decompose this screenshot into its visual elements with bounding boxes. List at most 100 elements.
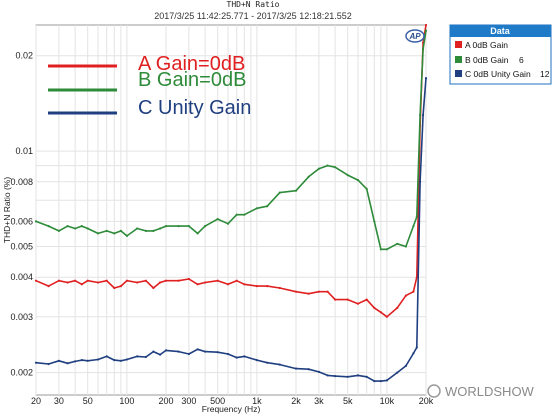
data-point [365,298,368,301]
data-point [80,359,83,362]
data-point [415,215,418,218]
data-point [307,292,310,295]
data-point [216,351,219,354]
data-point [326,164,329,167]
data-point [216,279,219,282]
data-point [255,359,258,362]
data-point [196,232,199,235]
data-point [74,360,77,363]
data-point [356,374,360,377]
data-point [226,352,230,356]
data-point [125,234,128,237]
data-point [235,213,238,216]
data-point [164,349,168,352]
data-point [365,375,368,378]
x-tick-label: 500 [210,396,225,406]
data-point [294,290,298,293]
data-point [113,232,116,235]
ap-logo-text: AP [408,32,421,41]
x-axis-label: Frequency (Hz) [202,404,261,414]
data-point [136,227,139,230]
data-point [113,359,116,362]
data-point [80,283,83,286]
data-point [105,279,108,282]
data-point [422,113,425,117]
data-point [326,374,329,377]
data-point [74,227,77,230]
data-point [152,350,155,353]
annotation-c-label: C Unity Gain [138,97,251,119]
data-point [412,290,415,293]
data-point [164,279,168,282]
y-tick-label: 0.006 [10,216,33,226]
x-tick-label: 5k [343,396,353,406]
series-line [35,78,427,382]
x-tick-label: 300 [181,396,196,406]
chart-subtitle: 2017/3/25 11:42:25.771 - 2017/3/25 12:18… [154,11,352,21]
data-point [47,362,50,366]
data-point [204,350,207,353]
y-tick-label: 0.02 [15,51,33,61]
data-point [119,229,122,232]
data-point [412,225,415,228]
data-point [86,227,89,230]
data-point [317,167,320,170]
data-point [278,286,281,290]
data-point [226,222,230,225]
data-point [86,279,89,282]
data-point [404,364,407,367]
data-point [74,279,77,282]
data-point [415,346,418,349]
x-tick-label: 100 [119,396,134,406]
data-point [424,23,428,27]
data-point [86,359,89,362]
ap-logo-ring [405,29,425,43]
data-point [187,277,190,281]
data-point [317,290,320,293]
data-point [164,225,168,228]
data-point [243,213,246,216]
plot-area [35,24,427,396]
data-point [266,205,269,208]
data-point [356,179,360,182]
data-point [34,220,38,223]
data-point [152,286,155,290]
data-point [235,356,238,359]
data-point [235,279,238,282]
data-point [80,225,83,228]
data-point [144,355,147,359]
data-point [334,375,337,378]
data-point [415,276,418,279]
watermark-icon [427,384,441,398]
x-tick-label: 20k [419,396,434,406]
data-point [334,166,337,169]
data-point [47,225,50,228]
x-tick-label: 50 [83,396,93,406]
data-point [159,227,162,230]
data-point [243,355,246,358]
y-tick-label: 0.002 [10,368,33,378]
data-point [385,315,388,318]
data-point [34,361,38,364]
legend-suffix-b: 6 [519,55,524,65]
annotation-a-label: A Gain=0dB [138,53,245,75]
data-point [177,225,180,228]
data-point [317,370,320,373]
data-point [346,174,349,177]
legend: Data A 0dB Gain B 0dB Gain 6 C 0dB Unity… [449,24,552,85]
data-point [187,225,190,228]
data-point [294,367,298,370]
data-point [96,232,100,235]
legend-header [450,25,551,37]
data-point [57,229,61,232]
legend-swatch-a [455,41,462,48]
x-tick-label: 20 [31,396,41,406]
data-point [204,281,207,284]
data-point [385,248,388,251]
legend-suffix-c: 12 [540,69,550,79]
watermark: WORLDSHOW [427,384,535,399]
data-point [66,225,69,228]
x-axis-ticks: 20 30 50 100 200 300 500 1k 2k 3k 5k 10k 20k [31,396,434,406]
series-layer [34,23,428,383]
annotation-b-label: B Gain=0dB [138,69,246,91]
